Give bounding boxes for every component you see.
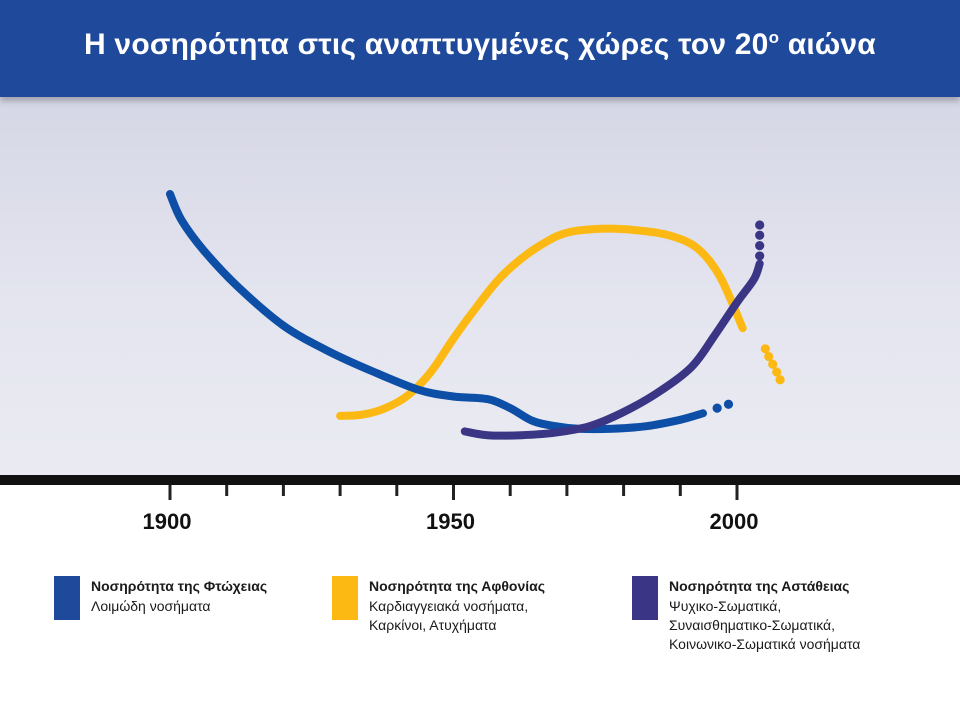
legend-swatch-affluence xyxy=(332,576,358,620)
x-tick xyxy=(338,485,342,496)
series-dot xyxy=(772,367,782,377)
x-tick-label: 1900 xyxy=(143,509,192,534)
legend-swatch-poverty xyxy=(54,576,80,620)
series-dot xyxy=(764,351,774,362)
series-dot xyxy=(755,241,765,251)
legend-title-instability: Νοσηρότητα της Αστάθειας xyxy=(669,578,850,594)
legend-desc-line: Ψυχικο-Σωματικά, xyxy=(669,598,782,614)
legend-desc-poverty: Λοιμώδη νοσήματα xyxy=(91,597,211,616)
page-title: Η νοσηρότητα στις αναπτυγμένες χώρες τον… xyxy=(84,28,876,62)
series-dot xyxy=(755,251,765,261)
legend-title-poverty: Νοσηρότητα της Φτώχειας xyxy=(91,578,268,594)
x-tick xyxy=(508,485,512,496)
plot-background xyxy=(0,97,960,480)
x-tick xyxy=(281,485,285,496)
title-bar: Η νοσηρότητα στις αναπτυγμένες χώρες τον… xyxy=(0,0,960,97)
series-dot xyxy=(760,344,770,354)
x-tick xyxy=(395,485,399,496)
series-line xyxy=(166,190,707,434)
x-tick xyxy=(678,485,682,496)
legend-desc-line: Καρκίνοι, Ατυχήματα xyxy=(369,617,497,633)
title-superscript: ο xyxy=(768,27,780,47)
series-dot xyxy=(768,359,778,369)
series-line xyxy=(460,259,764,440)
x-tick xyxy=(452,485,455,500)
x-tick xyxy=(565,485,569,496)
legend-desc-line: Κοινωνικο-Σωματικά νοσήματα xyxy=(669,636,861,652)
legend-desc-line: Λοιμώδη νοσήματα xyxy=(91,598,211,614)
x-tick xyxy=(168,485,172,500)
x-tick xyxy=(735,485,739,500)
series-dot xyxy=(723,399,734,409)
x-axis-line xyxy=(0,475,960,485)
series-dot xyxy=(712,403,722,413)
x-tick-label: 1950 xyxy=(426,509,475,534)
legend-swatch-instability xyxy=(632,576,658,620)
series-dot xyxy=(755,230,765,240)
x-tick-label: 2000 xyxy=(710,509,759,534)
x-tick xyxy=(225,485,229,496)
legend-desc-line: Καρδιαγγειακά νοσήματα, xyxy=(369,598,529,614)
series-dot xyxy=(755,220,765,230)
legend-title-affluence: Νοσηρότητα της Αφθονίας xyxy=(369,578,546,594)
series-line xyxy=(336,224,747,420)
legend-desc-affluence: Καρδιαγγειακά νοσήματα, Καρκίνοι, Ατυχήμ… xyxy=(369,597,528,635)
title-end: αιώνα xyxy=(779,27,876,61)
x-tick xyxy=(622,485,626,496)
series-dot xyxy=(775,375,785,385)
legend-desc-line: Συναισθηματικο-Σωματικά, xyxy=(669,617,836,633)
legend-desc-instability: Ψυχικο-Σωματικά, Συναισθηματικο-Σωματικά… xyxy=(669,597,860,654)
title-main: Η νοσηρότητα στις αναπτυγμένες χώρες τον… xyxy=(84,27,769,61)
